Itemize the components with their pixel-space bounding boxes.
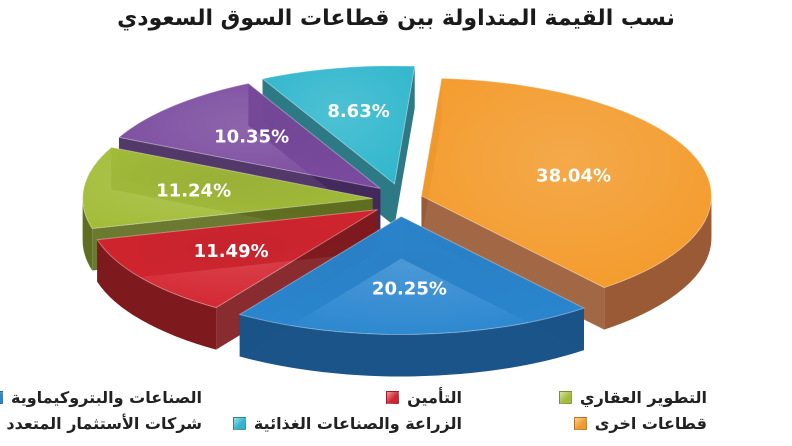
pie-chart: 38.04% 20.25% 11.49% 11.24% 10.35% 8.63% [82,65,712,377]
slice-wall-1 [239,308,584,377]
slice-face-5-1 [394,66,415,226]
slice-label-0: 38.04% [536,165,611,186]
slice-0 [420,77,712,289]
legend-swatch [558,391,572,404]
legend-swatch [386,391,400,404]
legend-label: شركات الأستثمار المتعدد [6,414,202,433]
slice-4 [117,82,381,189]
legend-swatch [0,391,3,404]
slice-wall-3 [82,198,93,271]
slice-label-5: 8.63% [327,101,389,122]
slice-label-2: 11.49% [194,241,269,262]
legend-label: الصناعات والبتروكيماوية [10,388,202,407]
legend-swatch [573,417,587,430]
legend-label: التطوير العقاري [579,388,707,407]
slice-label-3: 11.24% [156,180,231,201]
legend-swatch [232,417,246,430]
slice-5 [261,65,416,185]
slice-1 [238,215,586,335]
legend-item: التأمين [386,388,462,407]
legend-item: الزراعة والصناعات الغذائية [232,414,462,433]
legend-label: قطاعات اخرى [594,414,707,433]
chart-title: نسب القيمة المتداولة بين قطاعات السوق ال… [117,6,675,31]
slice-label-4: 10.35% [214,126,289,147]
slice-wall-0 [604,195,712,330]
slice-2 [96,209,378,309]
legend-item: قطاعات اخرى [573,414,707,433]
legend-item: التطوير العقاري [558,388,707,407]
slice-wall-2 [97,239,217,350]
legend-label: التأمين [407,388,462,407]
slice-label-1: 20.25% [372,279,447,300]
legend-item: شركات الأستثمار المتعدد [0,414,202,433]
legend-item: الصناعات والبتروكيماوية [0,388,202,407]
legend-label: الزراعة والصناعات الغذائية [253,414,462,433]
slice-3 [82,146,373,230]
